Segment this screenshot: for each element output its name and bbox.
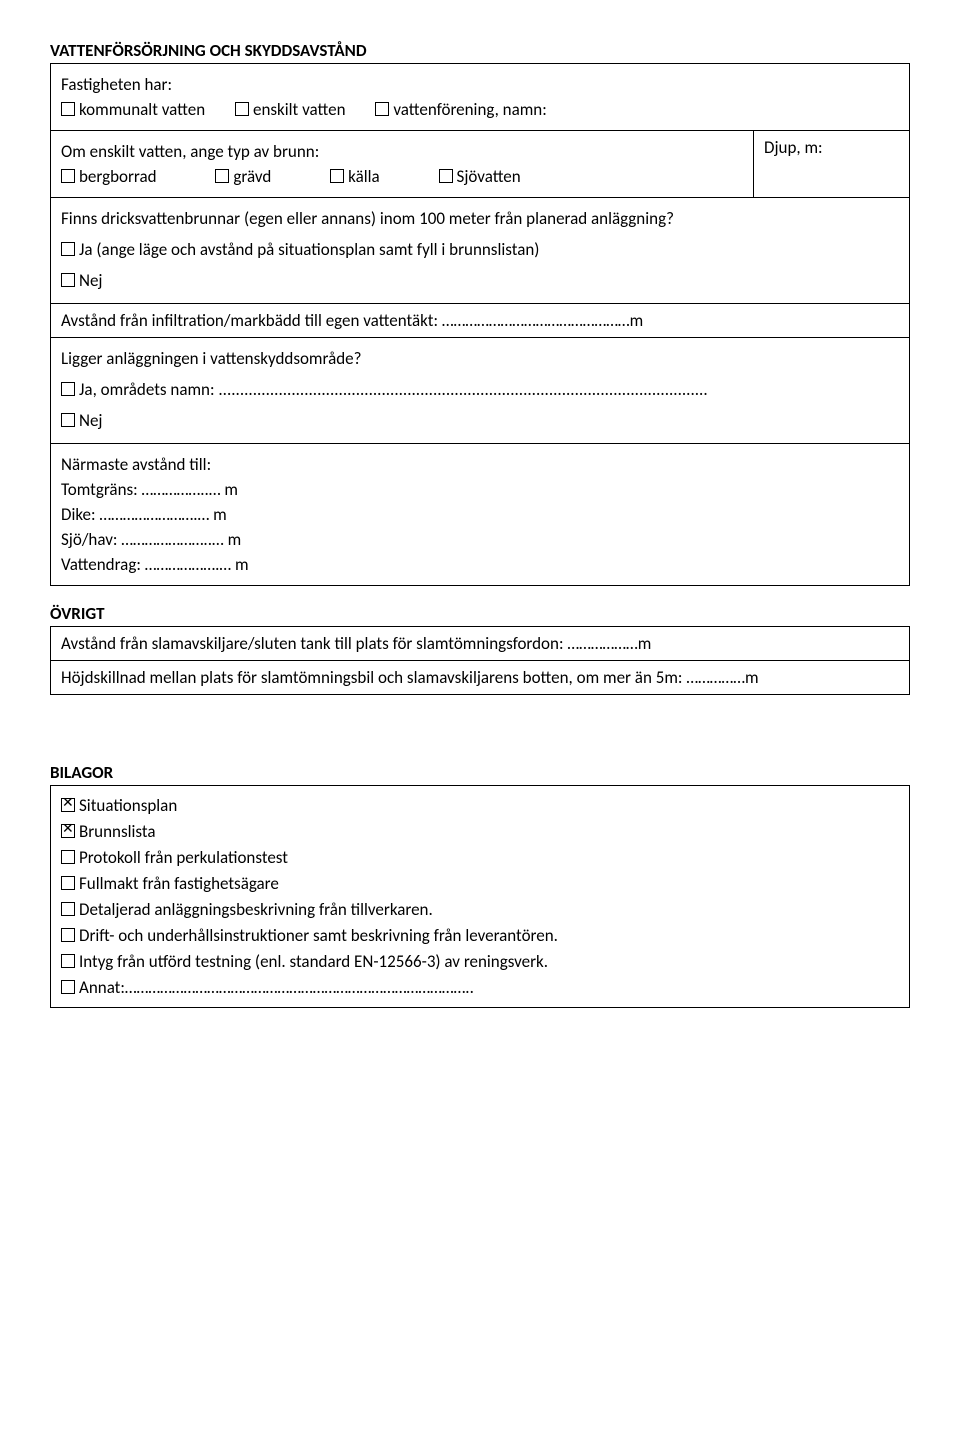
label-kalla: källa: [348, 166, 380, 187]
checkbox-bergborrad[interactable]: [61, 169, 75, 183]
label-kommunalt: kommunalt vatten: [79, 99, 205, 120]
label-skydd-nej: Nej: [79, 410, 103, 431]
checkbox-enskilt-vatten[interactable]: [235, 102, 249, 116]
label-bilaga-6: Intyg från utförd testning (enl. standar…: [79, 951, 548, 972]
checkbox-bilaga-5[interactable]: [61, 928, 75, 942]
section-heading-ovrigt: ÖVRIGT: [50, 603, 910, 624]
checkbox-bilaga-4[interactable]: [61, 902, 75, 916]
label-sjovatten: Sjövatten: [457, 166, 521, 187]
dricks-label: Finns dricksvattenbrunnar (egen eller an…: [61, 208, 899, 229]
checkbox-kalla[interactable]: [330, 169, 344, 183]
checkbox-sjovatten[interactable]: [439, 169, 453, 183]
checkbox-dricks-ja[interactable]: [61, 242, 75, 256]
checkbox-bilaga-2[interactable]: [61, 850, 75, 864]
section-heading-vatten: VATTENFÖRSÖRJNING OCH SKYDDSAVSTÅND: [50, 40, 910, 61]
label-dricks-nej: Nej: [79, 270, 103, 291]
label-bilaga-0: Situationsplan: [79, 795, 177, 816]
slam-label: Avstånd från slamavskiljare/sluten tank …: [61, 633, 567, 654]
hojd-label: Höjdskillnad mellan plats för slamtömnin…: [61, 667, 686, 688]
slam-value[interactable]: ………………m: [567, 633, 651, 654]
label-gravd: grävd: [233, 166, 271, 187]
infiltration-box: Avstånd från infiltration/markbädd till …: [50, 303, 910, 338]
djup-label: Djup, m:: [764, 137, 823, 158]
vattenskydd-box: Ligger anläggningen i vattenskyddsområde…: [50, 337, 910, 444]
label-bilaga-1: Brunnslista: [79, 821, 156, 842]
sjohav-field[interactable]: Sjö/hav: …………………..… m: [61, 529, 241, 550]
label-bilaga-7: Annat:……………………………………………………………………………..: [79, 977, 474, 998]
infil-label: Avstånd från infiltration/markbädd till …: [61, 310, 442, 331]
checkbox-bilaga-3[interactable]: [61, 876, 75, 890]
label-bilaga-5: Drift- och underhållsinstruktioner samt …: [79, 925, 558, 946]
djup-cell: Djup, m:: [754, 131, 909, 197]
label-skydd-ja: Ja, områdets namn: .....................…: [79, 379, 708, 400]
checkbox-skydd-nej[interactable]: [61, 413, 75, 427]
label-bergborrad: bergborrad: [79, 166, 157, 187]
label-forening: vattenförening, namn:: [393, 99, 546, 120]
label-bilaga-2: Protokoll från perkulationstest: [79, 847, 288, 868]
hojd-value[interactable]: ……………m: [686, 667, 758, 688]
checkbox-gravd[interactable]: [215, 169, 229, 183]
label-bilaga-4: Detaljerad anläggningsbeskrivning från t…: [79, 899, 433, 920]
checkbox-bilaga-0[interactable]: [61, 798, 75, 812]
tomtgrans-field[interactable]: Tomtgräns: ……………..… m: [61, 479, 238, 500]
label-bilaga-3: Fullmakt från fastighetsägare: [79, 873, 279, 894]
fastighet-label: Fastigheten har:: [61, 74, 899, 95]
skydd-label: Ligger anläggningen i vattenskyddsområde…: [61, 348, 899, 369]
checkbox-dricks-nej[interactable]: [61, 273, 75, 287]
brunn-row: Om enskilt vatten, ange typ av brunn: be…: [50, 130, 910, 198]
section-heading-bilagor: BILAGOR: [50, 762, 910, 783]
slam-box: Avstånd från slamavskiljare/sluten tank …: [50, 626, 910, 661]
bilagor-box: Situationsplan Brunnslista Protokoll från …: [50, 785, 910, 1008]
vattendrag-field[interactable]: Vattendrag: ……………….… m: [61, 554, 249, 575]
dike-field[interactable]: Dike: …………………….… m: [61, 504, 227, 525]
fastighet-box: Fastigheten har: kommunalt vatten enskil…: [50, 63, 910, 131]
hojd-box: Höjdskillnad mellan plats för slamtömnin…: [50, 660, 910, 695]
narmast-label: Närmaste avstånd till:: [61, 454, 899, 475]
checkbox-kommunalt-vatten[interactable]: [61, 102, 75, 116]
label-enskilt: enskilt vatten: [253, 99, 346, 120]
infil-value[interactable]: …………………………………………m: [442, 310, 643, 331]
narmast-box: Närmaste avstånd till: Tomtgräns: …………….…: [50, 443, 910, 586]
checkbox-bilaga-7[interactable]: [61, 980, 75, 994]
brunn-label: Om enskilt vatten, ange typ av brunn:: [61, 141, 743, 162]
dricksvatten-box: Finns dricksvattenbrunnar (egen eller an…: [50, 197, 910, 304]
checkbox-bilaga-6[interactable]: [61, 954, 75, 968]
checkbox-vattenforening[interactable]: [375, 102, 389, 116]
label-dricks-ja: Ja (ange läge och avstånd på situationsp…: [79, 239, 539, 260]
checkbox-bilaga-1[interactable]: [61, 824, 75, 838]
checkbox-skydd-ja[interactable]: [61, 382, 75, 396]
